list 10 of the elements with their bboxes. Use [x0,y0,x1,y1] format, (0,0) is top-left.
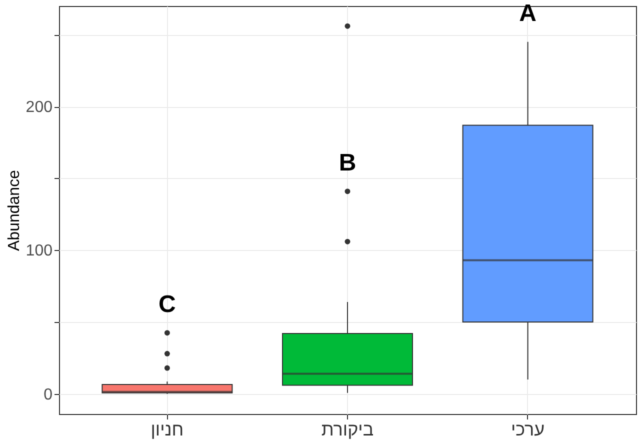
annotation: B [338,149,356,176]
annotation: C [158,290,176,318]
x-tick-label: ביקורת [321,420,374,440]
annotation: A [519,0,536,27]
y-tick-label: 0 [44,386,53,404]
y-tick-label: 100 [26,242,53,260]
y-axis-title: Abundance [6,170,23,251]
x-tick-label: חניון [150,420,184,440]
y-tick-label: 200 [26,99,53,116]
x-tick-label: ערכי [510,420,545,440]
